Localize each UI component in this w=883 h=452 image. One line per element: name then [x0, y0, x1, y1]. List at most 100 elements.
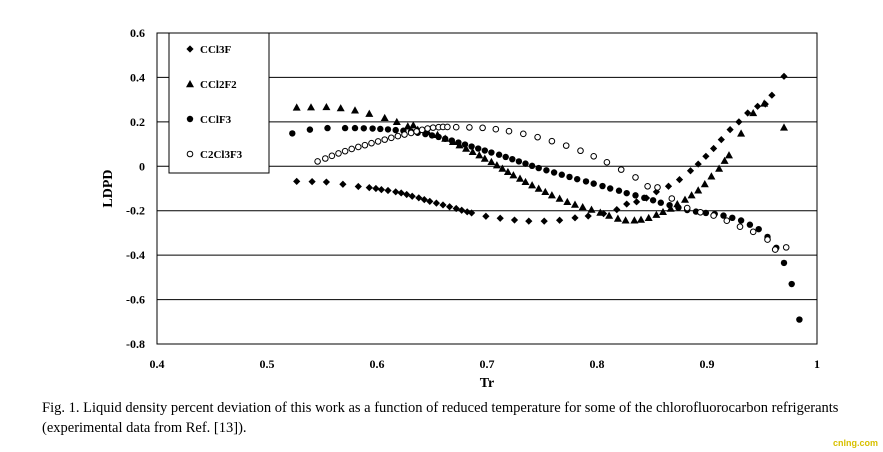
data-point [322, 102, 331, 111]
data-point [495, 151, 503, 158]
data-point [348, 145, 356, 153]
data-point [540, 217, 548, 225]
data-point [534, 184, 543, 192]
data-point [392, 188, 400, 196]
data-point [556, 216, 564, 224]
data-point [498, 164, 507, 172]
data-point [336, 104, 345, 112]
series-CCl3F [293, 72, 788, 225]
data-point [397, 189, 405, 197]
data-point [686, 167, 695, 175]
data-point [760, 99, 769, 107]
data-point [534, 133, 541, 141]
legend-box [168, 32, 270, 174]
data-point [528, 181, 537, 189]
data-point [637, 215, 645, 223]
legend-label: CClF3 [200, 114, 232, 126]
data-point [351, 124, 359, 132]
watermark: cnlng.com [833, 438, 879, 448]
data-point [720, 212, 727, 219]
data-point [710, 212, 717, 219]
data-point [384, 126, 392, 133]
data-point [633, 198, 641, 206]
data-point [613, 206, 621, 214]
legend-marker [186, 80, 194, 88]
data-point [654, 184, 661, 191]
data-point [700, 180, 709, 188]
data-point [339, 180, 347, 188]
data-point [468, 143, 475, 150]
x-tick-label: 0.7 [480, 357, 495, 371]
series-CClF3 [289, 124, 803, 323]
figure-caption: Fig. 1. Liquid density percent deviation… [42, 400, 839, 436]
x-tick-label: 0.9 [700, 357, 715, 371]
data-point [683, 204, 691, 212]
data-point [737, 129, 746, 137]
data-point [307, 103, 315, 111]
data-point [351, 106, 359, 114]
data-points [289, 72, 803, 323]
data-point [365, 109, 374, 117]
legend-item: CCl2F2 [186, 79, 237, 91]
data-point [392, 117, 401, 126]
data-point [697, 208, 704, 216]
data-point [462, 144, 471, 152]
data-point [632, 192, 639, 199]
data-point [372, 184, 380, 193]
data-point [744, 109, 752, 117]
data-point [621, 216, 630, 224]
data-point [308, 178, 316, 186]
data-point [452, 204, 460, 213]
data-point [289, 130, 296, 137]
data-point [641, 194, 648, 202]
data-point [605, 211, 614, 219]
data-point [361, 141, 369, 149]
data-point [550, 169, 558, 176]
data-point [547, 191, 556, 199]
data-point [574, 175, 581, 183]
data-point [528, 162, 536, 170]
data-point [377, 125, 384, 133]
data-point [780, 259, 788, 267]
data-point [479, 124, 486, 132]
data-point [388, 134, 395, 142]
data-point [480, 154, 489, 162]
data-point [380, 113, 389, 122]
data-point [796, 316, 803, 323]
data-point [341, 124, 349, 132]
data-point [617, 166, 625, 173]
data-point [782, 244, 790, 251]
data-point [644, 213, 653, 222]
data-point [768, 91, 776, 99]
plot-area-frame [156, 32, 818, 345]
legend-label: C2Cl3F3 [200, 149, 243, 161]
data-point [749, 228, 757, 236]
data-point [644, 182, 651, 190]
data-point [432, 199, 440, 207]
data-point [603, 158, 611, 166]
data-point [408, 192, 416, 200]
data-point [632, 174, 639, 181]
data-point [525, 217, 533, 225]
data-point [458, 206, 466, 214]
data-point [746, 221, 754, 228]
data-point [681, 195, 689, 203]
data-point [535, 164, 542, 172]
data-point [415, 194, 423, 202]
y-tick-label: -0.8 [126, 337, 145, 351]
data-point [675, 176, 684, 184]
data-point [582, 178, 590, 185]
data-point [328, 152, 336, 160]
data-point [577, 147, 584, 155]
data-point [407, 129, 415, 137]
data-point [360, 125, 367, 132]
data-point [468, 209, 476, 217]
data-point [381, 136, 389, 143]
data-point [461, 141, 469, 148]
data-point [492, 125, 500, 133]
data-point [578, 202, 587, 211]
data-point [630, 216, 639, 224]
legend-label: CCl2F2 [200, 79, 237, 91]
data-point [377, 186, 385, 194]
data-point [369, 125, 376, 132]
